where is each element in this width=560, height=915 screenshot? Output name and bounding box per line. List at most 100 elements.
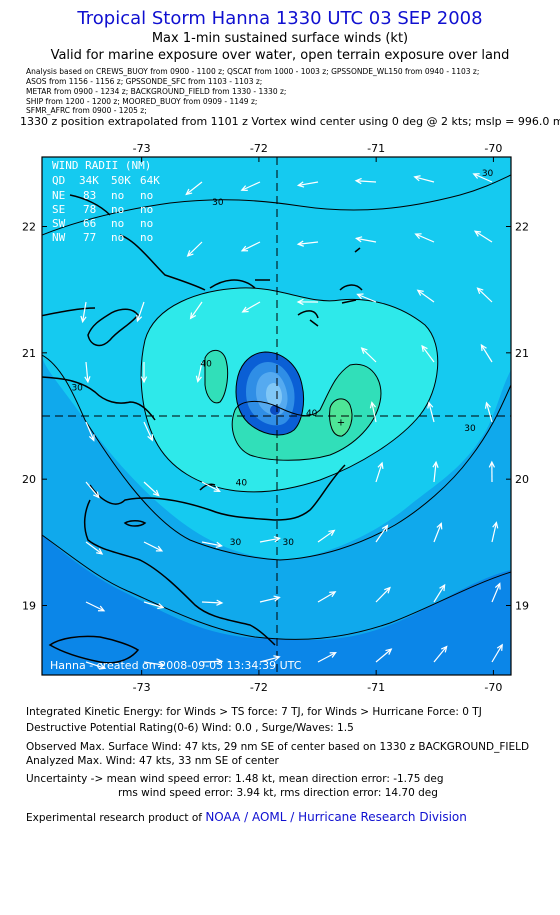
wind-arrow: [85, 661, 106, 669]
wind-arrow-head: [215, 541, 223, 548]
wind-arrow-head: [185, 188, 193, 196]
wind-radii-cell: 83: [83, 189, 96, 202]
wind-arrow-head: [413, 175, 421, 182]
wind-arrow-head: [273, 595, 281, 602]
wind-arrow: [85, 481, 100, 498]
x-tick-label-top: -71: [367, 142, 385, 155]
wind-arrow-head: [157, 603, 165, 610]
wind-radii-header: 34K: [79, 174, 99, 187]
ike-line: Integrated Kinetic Energy: for Winds > T…: [26, 706, 482, 718]
wind-arrow-head: [189, 312, 197, 320]
wind-arrow: [371, 402, 377, 423]
x-tick-label-top: -70: [484, 142, 502, 155]
wind-radii-cell: no: [111, 189, 124, 202]
wind-arrow-head: [369, 401, 376, 409]
uncertainty-line: Uncertainty -> mean wind speed error: 1.…: [26, 773, 444, 785]
wind-arrow: [357, 293, 377, 303]
observed-max-line: Observed Max. Surface Wind: 47 kts, 29 n…: [26, 741, 530, 753]
wind-arrow-head: [88, 434, 95, 442]
contour-label: 40: [306, 409, 318, 419]
contour-label: 30: [71, 384, 83, 394]
wind-arrow-head: [328, 529, 336, 536]
x-tick-label-top: -73: [133, 142, 151, 155]
wind-arrow-head: [97, 605, 106, 612]
core-ring-4: [266, 383, 282, 407]
wind-arrow-head: [354, 177, 362, 185]
y-tick-label-right: 20: [515, 473, 529, 486]
wind-arrow: [242, 301, 261, 313]
x-tick-label-bottom: -73: [133, 681, 151, 694]
wind-arrow: [241, 241, 261, 252]
wind-arrow-head: [492, 521, 499, 529]
coast-cuba: [42, 376, 156, 421]
wind-arrow: [375, 648, 392, 663]
wind-radii-cell: 66: [83, 217, 96, 230]
coast-gonave: [123, 520, 147, 527]
wind-arrow-head: [416, 289, 424, 296]
contour-label: 40: [200, 360, 212, 370]
analysis-line: SHIP from 1200 - 1200 z; MOORED_BUOY fro…: [26, 97, 258, 106]
isotach-40-west: [204, 349, 229, 404]
wind-radii-header: 50K: [111, 174, 131, 187]
wind-arrow: [433, 646, 448, 663]
wind-arrow-head: [213, 486, 221, 492]
wind-arrow: [375, 525, 388, 543]
max-wind-marker: +: [337, 417, 345, 428]
x-tick-label-bottom: -72: [250, 681, 268, 694]
analyzed-max-line: Analyzed Max. Wind: 47 kts, 33 nm SE of …: [26, 755, 279, 767]
wind-arrow-head: [354, 236, 363, 243]
y-tick-label-right: 21: [515, 347, 529, 360]
contour-label: 30: [282, 538, 294, 548]
wind-arrow: [317, 529, 335, 543]
wind-radii-title: WIND RADII (NM): [52, 159, 151, 172]
wind-arrow: [317, 652, 336, 663]
wind-arrow: [356, 237, 377, 243]
wind-radii-header: 64K: [140, 174, 160, 187]
wind-arrow: [356, 180, 377, 183]
wind-arrow-head: [241, 306, 249, 313]
axis-ticks: -73 -73 -72 -72 -71 -71 -70 -70 22 22 21 21 20 20 19 19: [22, 142, 529, 694]
wind-radii-cell: no: [111, 217, 124, 230]
wind-arrow: [85, 421, 95, 441]
y-tick-label-left: 20: [22, 473, 36, 486]
wind-arrow-head: [381, 524, 389, 532]
credit-label: Hanna - created on 2008-09-03 13:34:39 U…: [50, 659, 302, 672]
wind-arrow-head: [195, 375, 202, 383]
wind-arrow: [477, 287, 493, 303]
hrd-link[interactable]: NOAA / AOML / Hurricane Research Divisio…: [205, 810, 467, 824]
wind-arrow: [201, 601, 223, 604]
y-tick-label-left: 21: [22, 347, 36, 360]
wind-arrow: [190, 301, 203, 319]
eye: [270, 405, 280, 415]
x-tick-label-bottom: -70: [484, 681, 502, 694]
wind-radii-cell: no: [140, 203, 153, 216]
wind-arrow: [259, 656, 280, 663]
wind-arrow-head: [216, 658, 224, 665]
coast-jamaica: [48, 635, 140, 664]
wind-arrow-head: [96, 548, 104, 555]
contour-label: 30: [230, 538, 242, 548]
coast-bahamas-north: [42, 194, 270, 317]
chart-subtitle: Max 1-min sustained surface winds (kt): [151, 31, 409, 46]
wind-arrow: [421, 345, 435, 363]
wind-arrow-head: [273, 655, 281, 662]
contour-label: 30: [212, 198, 224, 208]
wind-arrow-head: [432, 460, 439, 468]
wind-radii-cell: NE: [52, 189, 65, 202]
wind-arrow: [317, 591, 336, 603]
wind-arrow: [298, 241, 319, 245]
wind-arrow-head: [157, 661, 166, 668]
chart-title: Tropical Storm Hanna 1330 UTC 03 SEP 200…: [77, 8, 483, 29]
y-tick-label-left: 22: [22, 220, 36, 233]
analysis-line: METAR from 0900 - 1234 z; BACKGROUND_FIE…: [26, 87, 287, 96]
wind-radii-cell: no: [140, 231, 153, 244]
wind-arrow: [491, 522, 497, 543]
wind-arrow: [415, 233, 435, 243]
coast-islands: [339, 247, 363, 304]
product-prefix: Experimental research product of: [26, 812, 202, 824]
validity-note: Valid for marine exposure over water, op…: [50, 48, 510, 63]
isotach-40-south: [231, 363, 382, 461]
wind-arrow: [187, 241, 203, 257]
isotach-30-west: [42, 354, 511, 561]
wind-arrow: [201, 660, 223, 663]
